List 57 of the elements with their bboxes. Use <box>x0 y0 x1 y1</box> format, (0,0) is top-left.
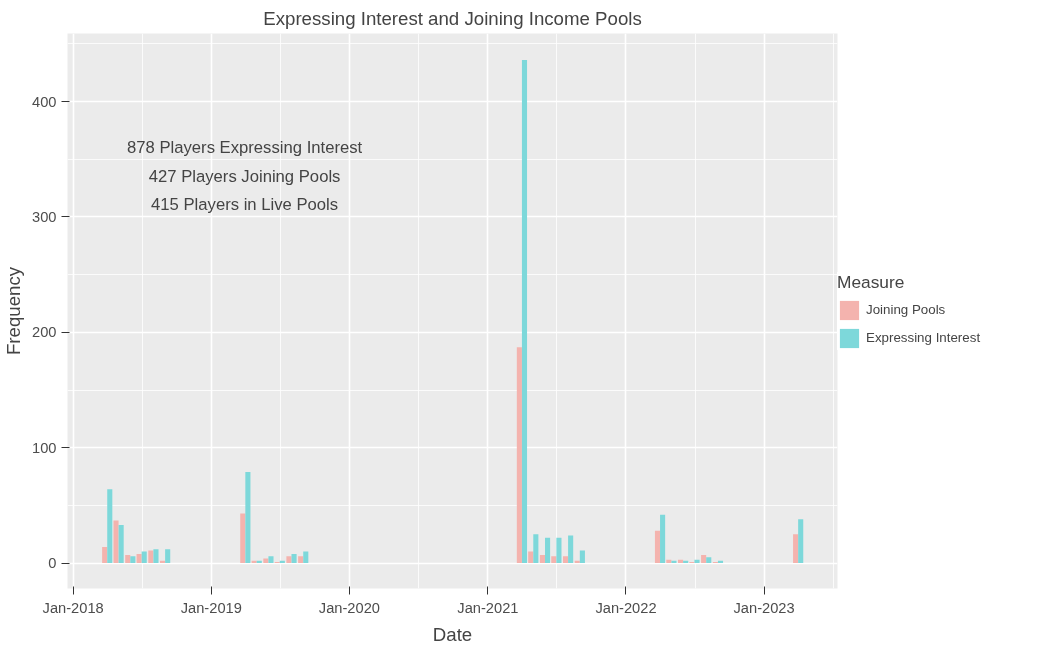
bar <box>141 551 147 564</box>
bar <box>562 556 569 564</box>
y-tick-label: 0 <box>48 555 57 572</box>
bar <box>118 525 124 564</box>
bar <box>286 556 292 564</box>
bar <box>671 560 677 564</box>
bar <box>654 530 661 564</box>
bar <box>291 553 297 564</box>
annotation: 415 Players in Live Pools <box>151 195 339 215</box>
bar <box>701 555 707 564</box>
bar <box>136 553 142 564</box>
bar <box>556 537 562 564</box>
bar <box>165 549 171 564</box>
bar <box>148 550 154 564</box>
y-axis-title: Frequency <box>3 266 25 356</box>
bar <box>793 534 799 564</box>
y-tick-label: 100 <box>32 439 57 456</box>
y-tick-label: 200 <box>32 324 57 341</box>
bar <box>545 537 551 564</box>
bar <box>245 471 251 564</box>
x-tick-label: Jan-2022 <box>595 599 657 616</box>
x-tick-label: Jan-2023 <box>733 599 795 616</box>
y-tick-label: 300 <box>32 208 57 225</box>
bar <box>268 556 274 564</box>
bar <box>125 555 131 564</box>
y-tick-label: 400 <box>32 93 57 110</box>
x-tick-label: Jan-2020 <box>318 599 380 616</box>
bar <box>521 60 528 564</box>
x-tick-label: Jan-2018 <box>42 599 104 616</box>
bar <box>706 557 712 564</box>
x-tick-label: Jan-2019 <box>180 599 242 616</box>
bar <box>551 556 557 564</box>
bar <box>107 489 113 564</box>
bar <box>694 559 700 564</box>
bar <box>303 551 309 564</box>
x-axis-title: Date <box>432 623 473 645</box>
annotation: 878 Players Expressing Interest <box>127 137 363 157</box>
bar <box>579 550 585 564</box>
bar <box>798 519 804 564</box>
x-tick-label: Jan-2021 <box>457 599 519 616</box>
legend-title: Measure <box>837 271 906 293</box>
legend-label: Expressing Interest <box>866 330 981 345</box>
bar <box>130 556 136 564</box>
legend-label: Joining Pools <box>866 302 946 317</box>
bar <box>102 546 108 564</box>
bar <box>660 514 666 564</box>
bar <box>528 551 534 564</box>
bar <box>533 534 539 564</box>
bar <box>539 555 546 564</box>
bar <box>240 513 246 564</box>
bar <box>113 520 119 564</box>
chart-title: Expressing Interest and Joining Income Pools <box>263 7 642 29</box>
bar <box>568 535 574 564</box>
bar <box>298 556 304 564</box>
annotation: 427 Players Joining Pools <box>148 166 341 186</box>
bar <box>516 347 522 564</box>
bar <box>153 549 159 564</box>
